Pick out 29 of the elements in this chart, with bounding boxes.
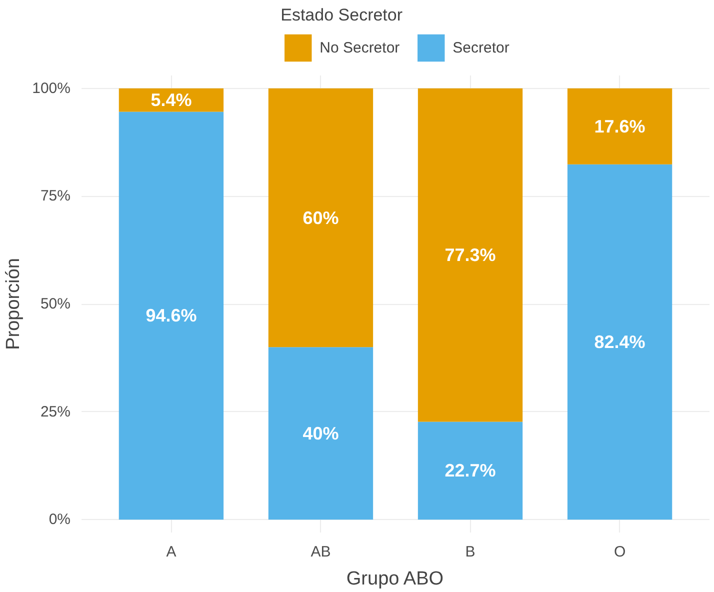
- bar: [268, 347, 374, 520]
- y-tick-label: 50%: [40, 296, 71, 312]
- data-label: 77.3%: [444, 245, 496, 266]
- y-tick-label: 100%: [32, 80, 71, 97]
- data-label: 17.6%: [594, 116, 646, 136]
- y-tick-label: 75%: [40, 188, 71, 205]
- bar: [118, 112, 224, 520]
- x-tick-label: O: [614, 544, 626, 560]
- y-tick-label: 25%: [40, 403, 71, 420]
- legend-label: No Secretor: [320, 39, 400, 56]
- data-label: 82.4%: [594, 332, 646, 352]
- y-tick-label: 0%: [48, 511, 71, 528]
- bar: [567, 88, 672, 164]
- y-axis-title: Proporción: [3, 258, 24, 350]
- bar: [567, 164, 672, 520]
- x-tick-label: B: [465, 544, 476, 560]
- x-tick-label: A: [166, 544, 176, 560]
- bar: [418, 422, 523, 520]
- bar: [418, 88, 523, 422]
- data-label: 60%: [302, 208, 339, 228]
- bar: [268, 88, 374, 348]
- data-label: 5.4%: [150, 90, 192, 110]
- legend-title: Estado Secretor: [280, 6, 404, 26]
- data-label: 22.7%: [444, 460, 496, 481]
- data-label: 94.6%: [146, 306, 197, 326]
- data-label: 40%: [302, 423, 339, 444]
- legend-label: Secretor: [452, 39, 510, 56]
- x-tick-label: AB: [310, 544, 331, 560]
- x-axis-title: Grupo ABO: [346, 568, 444, 590]
